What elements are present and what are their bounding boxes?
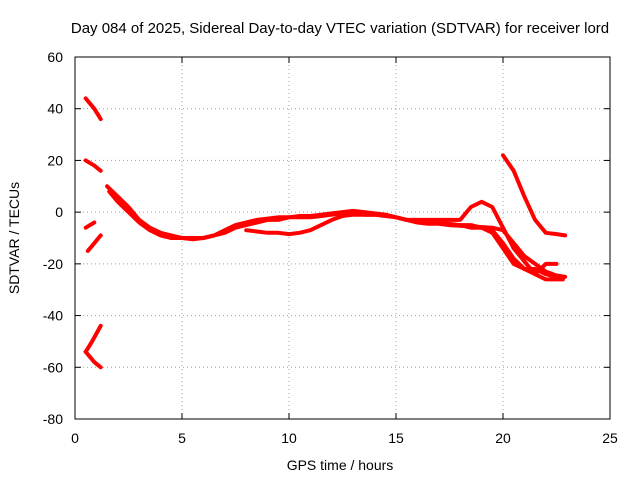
series-track-11 bbox=[447, 223, 568, 279]
y-tick-label: 0 bbox=[55, 204, 63, 220]
x-tick-label: 5 bbox=[178, 430, 186, 446]
chart-title: Day 084 of 2025, Sidereal Day-to-day VTE… bbox=[71, 20, 609, 37]
x-axis-label: GPS time / hours bbox=[287, 457, 394, 473]
series-track-1 bbox=[83, 96, 103, 122]
grid bbox=[75, 57, 610, 419]
series-track-2 bbox=[83, 158, 103, 173]
y-tick-label: -60 bbox=[43, 359, 63, 375]
plot-frame bbox=[74, 56, 611, 420]
series-track-8 bbox=[107, 189, 565, 282]
x-tick-label: 0 bbox=[71, 430, 79, 446]
y-tick-label: 40 bbox=[47, 101, 63, 117]
series-track-4 bbox=[85, 233, 103, 253]
y-axis: -80 -60 -40 -20 0 20 40 60 bbox=[43, 49, 610, 427]
y-tick-label: 20 bbox=[47, 152, 63, 168]
x-axis: 0 5 10 15 20 25 bbox=[71, 57, 618, 446]
data-series bbox=[83, 96, 568, 370]
x-tick-label: 15 bbox=[388, 430, 404, 446]
x-tick-label: 20 bbox=[495, 430, 511, 446]
x-tick-label: 10 bbox=[281, 430, 297, 446]
series-track-6 bbox=[83, 349, 103, 370]
y-tick-label: -80 bbox=[43, 411, 63, 427]
series-track-3 bbox=[83, 220, 97, 230]
y-tick-label: -20 bbox=[43, 256, 63, 272]
y-tick-label: 60 bbox=[47, 49, 63, 65]
y-tick-label: -40 bbox=[43, 308, 63, 324]
series-track-10 bbox=[501, 153, 568, 238]
y-axis-label: SDTVAR / TECUs bbox=[6, 182, 22, 294]
x-tick-label: 25 bbox=[602, 430, 618, 446]
series-track-5 bbox=[83, 323, 103, 354]
